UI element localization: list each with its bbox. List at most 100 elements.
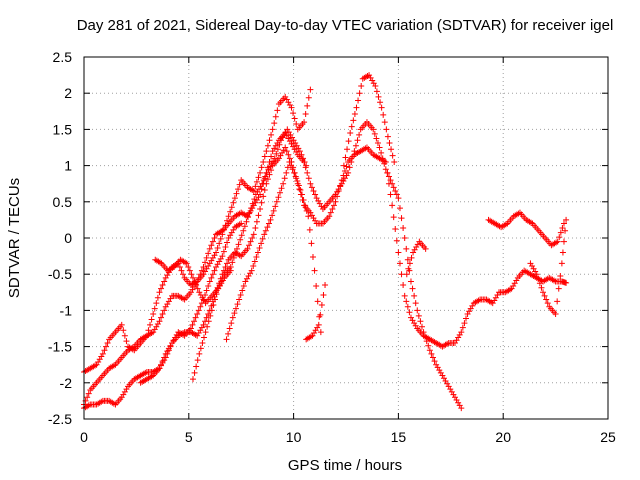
data-point (404, 256, 411, 263)
data-point (316, 200, 323, 207)
data-point (222, 263, 229, 270)
data-point (532, 268, 539, 275)
data-point (393, 237, 400, 244)
data-point (406, 260, 413, 267)
data-point (263, 169, 270, 176)
data-point (451, 339, 458, 346)
data-point (120, 391, 127, 398)
data-point (257, 183, 264, 190)
data-point (398, 215, 405, 222)
data-point (440, 375, 447, 382)
data-point (410, 249, 417, 256)
data-point (304, 169, 311, 176)
data-point (217, 255, 224, 262)
data-point (230, 226, 237, 233)
data-point (494, 292, 501, 299)
data-point (407, 278, 414, 285)
data-point (154, 320, 161, 327)
data-point (209, 254, 216, 261)
data-point (405, 265, 412, 272)
data-point (254, 188, 261, 195)
data-point (308, 212, 315, 219)
data-point (448, 388, 455, 395)
data-point (431, 358, 438, 365)
data-point (275, 194, 282, 201)
data-point (291, 169, 298, 176)
data-point (230, 254, 237, 261)
data-point (350, 117, 357, 124)
x-tick-label: 20 (495, 429, 511, 445)
data-point (294, 177, 301, 184)
data-point (326, 213, 333, 220)
data-point (208, 242, 215, 249)
data-point (187, 325, 194, 332)
data-point (223, 336, 230, 343)
data-point (391, 158, 398, 165)
data-point (274, 107, 281, 114)
data-point (373, 135, 380, 142)
data-point (370, 80, 377, 87)
data-point (205, 282, 212, 289)
data-point (229, 259, 236, 266)
data-point (267, 216, 274, 223)
data-point (425, 342, 432, 349)
data-point (306, 226, 313, 233)
data-point (101, 347, 108, 354)
data-point (407, 314, 414, 321)
data-points (81, 72, 570, 412)
data-point (327, 209, 334, 216)
data-point (154, 294, 161, 301)
data-point (459, 324, 466, 331)
data-point (529, 263, 536, 270)
data-point (510, 282, 517, 289)
data-point (374, 139, 381, 146)
data-point (214, 261, 221, 268)
data-point (278, 185, 285, 192)
data-point (197, 271, 204, 278)
data-point (433, 361, 440, 368)
data-point (329, 206, 336, 213)
data-point (276, 141, 283, 148)
data-point (258, 164, 265, 171)
data-point (444, 380, 451, 387)
data-point (560, 220, 567, 227)
data-point (303, 207, 310, 214)
data-point (162, 354, 169, 361)
data-point (434, 364, 441, 371)
data-point (253, 196, 260, 203)
data-point (161, 278, 168, 285)
data-point (307, 86, 314, 93)
data-point (264, 142, 271, 149)
data-point (199, 339, 206, 346)
data-point (305, 94, 312, 101)
data-point (164, 301, 171, 308)
data-point (562, 227, 569, 234)
data-point (412, 322, 419, 329)
data-point (554, 298, 561, 305)
data-point (204, 323, 211, 330)
data-point (322, 282, 329, 289)
data-point (400, 282, 407, 289)
data-point (344, 146, 351, 153)
data-point (220, 248, 227, 255)
data-point (513, 277, 520, 284)
data-point (335, 187, 342, 194)
data-point (197, 292, 204, 299)
data-point (247, 270, 254, 277)
y-tick-label: 0 (64, 230, 72, 246)
data-point (247, 238, 254, 245)
data-point (305, 175, 312, 182)
data-point (442, 377, 449, 384)
data-point (263, 148, 270, 155)
data-point (271, 120, 278, 127)
data-point (225, 235, 232, 241)
data-point (439, 372, 446, 379)
data-point (437, 369, 444, 376)
data-point (213, 291, 220, 298)
data-point (262, 173, 269, 180)
data-point (301, 119, 308, 126)
data-point (246, 242, 253, 249)
data-point (436, 367, 443, 374)
data-point (178, 267, 185, 274)
